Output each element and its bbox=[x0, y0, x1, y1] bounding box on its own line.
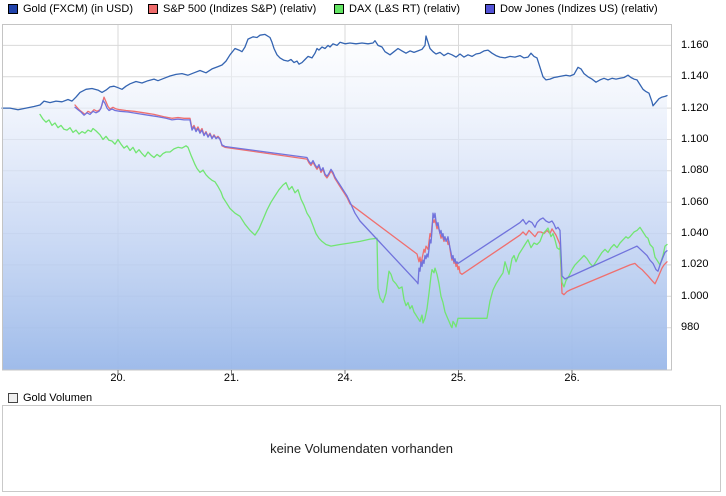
y-axis-label: 1.160 bbox=[681, 39, 709, 51]
legend-color-swatch-icon bbox=[485, 4, 495, 14]
y-axis-label: 1.080 bbox=[681, 164, 709, 176]
series-line-gold bbox=[1, 33, 668, 111]
y-axis-label: 1.120 bbox=[681, 102, 709, 114]
x-axis-label: 21. bbox=[223, 372, 240, 384]
series-line-dax bbox=[39, 113, 668, 329]
legend-item-dowjones: Dow Jones (Indizes US) (relativ) bbox=[485, 3, 658, 15]
legend-color-swatch-icon bbox=[148, 4, 158, 14]
y-axis-label: 1.000 bbox=[681, 290, 709, 302]
legend-item-dax: DAX (L&S RT) (relativ) bbox=[334, 3, 460, 15]
legend-color-swatch-icon bbox=[334, 4, 344, 14]
y-axis-label: 1.040 bbox=[681, 227, 709, 239]
legend-label: S&P 500 (Indizes S&P) (relativ) bbox=[163, 3, 317, 15]
y-axis-label: 980 bbox=[681, 321, 700, 333]
volume-panel: keine Volumendaten vorhanden bbox=[2, 405, 721, 492]
x-axis-label: 25. bbox=[450, 372, 467, 384]
legend-label: Gold (FXCM) (in USD) bbox=[23, 3, 134, 15]
x-axis-label: 26. bbox=[564, 372, 580, 384]
legend-item-gold: Gold (FXCM) (in USD) bbox=[8, 3, 133, 15]
volume-empty-message: keine Volumendaten vorhanden bbox=[270, 441, 453, 456]
legend-label: Dow Jones (Indizes US) (relativ) bbox=[500, 3, 658, 15]
x-axis-label: 24. bbox=[337, 372, 353, 384]
volume-legend: Gold Volumen bbox=[8, 392, 92, 404]
series-line-dowjones bbox=[74, 99, 668, 285]
legend-item-sp500: S&P 500 (Indizes S&P) (relativ) bbox=[148, 3, 316, 15]
y-axis-label: 1.060 bbox=[681, 196, 709, 208]
y-axis-label: 1.140 bbox=[681, 70, 709, 82]
legend-label: DAX (L&S RT) (relativ) bbox=[349, 3, 461, 15]
volume-legend-swatch-icon bbox=[8, 393, 18, 403]
gold-area-fill bbox=[2, 34, 667, 371]
x-axis-label: 20. bbox=[110, 372, 126, 384]
plot-border bbox=[2, 24, 672, 371]
legend-color-swatch-icon bbox=[8, 4, 18, 14]
volume-legend-label: Gold Volumen bbox=[23, 392, 93, 404]
y-axis-label: 1.020 bbox=[681, 258, 709, 270]
y-axis-label: 1.100 bbox=[681, 133, 709, 145]
